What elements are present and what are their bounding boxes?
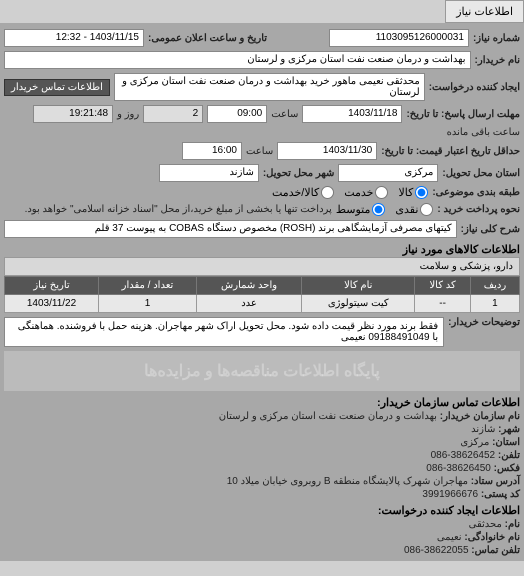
col-name: نام کالا (302, 277, 415, 295)
radio-medium[interactable] (372, 203, 385, 216)
prov-field: مرکزی (338, 164, 438, 182)
col-row: ردیف (470, 277, 519, 295)
table-row[interactable]: 1 -- کیت سیتولوژی عدد 1 1403/11/22 (5, 295, 520, 313)
name-label: نام: (505, 519, 520, 530)
col-code: کد کالا (415, 277, 471, 295)
payment-note: پرداخت تنها یا بخشی از مبلغ خرید،از محل … (25, 204, 332, 215)
desc-field: کیتهای مصرفی آزمایشگاهی برند (ROSH) مخصو… (4, 220, 457, 238)
post-value: 3991966676 (422, 489, 478, 500)
pub-date-label: تاریخ و ساعت اعلان عمومی: (148, 33, 267, 44)
remain-label: ساعت باقی مانده (447, 127, 520, 138)
buyer-label: نام خریدار: (475, 55, 520, 66)
contact-button[interactable]: اطلاعات تماس خریدار (4, 79, 110, 96)
radio-both[interactable] (321, 186, 334, 199)
watermark-area: پایگاه اطلاعات مناقصه‌ها و مزایده‌ها (4, 351, 520, 391)
radio-cash[interactable] (420, 203, 433, 216)
tel-label: تلفن: (498, 450, 520, 461)
remain-time-field: 19:21:48 (33, 105, 113, 123)
contact-prov-value: مرکزی (460, 437, 489, 448)
col-date: تاریخ نیاز (5, 277, 99, 295)
pub-date-field: 1403/11/15 - 12:32 (4, 29, 144, 47)
goods-category: دارو، پزشکی و سلامت (4, 257, 520, 276)
resp-date-field: 1403/11/18 (302, 105, 402, 123)
org-label: نام سازمان خریدار: (440, 411, 520, 422)
valid-deadline-label: حداقل تاریخ اعتبار قیمت: تا تاریخ: (381, 146, 520, 157)
time-label-2: ساعت (246, 146, 273, 157)
addr-label: آدرس ستاد: (471, 476, 520, 487)
radio-both-label: کالا/خدمت (272, 186, 319, 199)
col-unit: واحد شمارش (196, 277, 301, 295)
valid-time-field: 16:00 (182, 142, 242, 160)
desc-label: شرح کلی نیاز: (461, 224, 520, 235)
name-value: محدثقی (469, 519, 502, 530)
req-no-field: 1103095126000031 (329, 29, 469, 47)
contact-prov-label: استان: (492, 437, 520, 448)
cell-code: -- (415, 295, 471, 313)
tab-title: اطلاعات نیاز (445, 0, 524, 23)
cell-name: کیت سیتولوژی (302, 295, 415, 313)
fax-label: فکس: (494, 463, 520, 474)
tel-value: 38626452-086 (431, 450, 496, 461)
city-label: شهر محل تحویل: (263, 168, 335, 179)
cell-date: 1403/11/22 (5, 295, 99, 313)
radio-cash-label: نقدی (395, 203, 418, 216)
payment-label: نحوه پرداخت خرید : (437, 204, 520, 215)
addr-value: مهاجران شهرک پالایشگاه منطقه B روبروی خی… (227, 476, 468, 487)
radio-medium-label: متوسط (336, 203, 371, 216)
goods-table: ردیف کد کالا نام کالا واحد شمارش تعداد /… (4, 276, 520, 313)
org-value: بهداشت و درمان صنعت نفت استان مرکزی و لر… (219, 411, 437, 422)
valid-date-field: 1403/11/30 (277, 142, 377, 160)
prov-label: استان محل تحویل: (442, 168, 520, 179)
surname-label: نام خانوادگی: (464, 532, 520, 543)
buyer-note-text: فقط برند مورد نظر قیمت داده شود. محل تحو… (4, 317, 444, 347)
post-label: کد پستی: (481, 489, 520, 500)
goods-section-title: اطلاعات کالاهای مورد نیاز (4, 240, 520, 257)
radio-service[interactable] (375, 186, 388, 199)
phone-value: 38622055-086 (404, 545, 469, 556)
main-content: شماره نیاز: 1103095126000031 تاریخ و ساع… (0, 23, 524, 561)
contact-section-title: اطلاعات تماس سازمان خریدار: (4, 393, 520, 410)
radio-goods-label: کالا (398, 186, 413, 199)
payment-radio-group: نقدی متوسط (336, 203, 434, 216)
days-label: روز و (117, 109, 139, 120)
contact-city-value: شازند (471, 424, 495, 435)
creator-section-title: اطلاعات ایجاد کننده درخواست: (4, 501, 520, 518)
fax-value: 38626450-086 (426, 463, 491, 474)
resp-time-field: 09:00 (207, 105, 267, 123)
time-label-1: ساعت (271, 109, 298, 120)
days-count-field: 2 (143, 105, 203, 123)
buyer-note-label: توضیحات خریدار: (448, 317, 520, 328)
req-no-label: شماره نیاز: (473, 33, 520, 44)
resp-deadline-label: مهلت ارسال پاسخ: تا تاریخ: (406, 109, 520, 120)
buyer-field: بهداشت و درمان صنعت نفت استان مرکزی و لر… (4, 51, 471, 69)
cell-qty: 1 (99, 295, 197, 313)
radio-goods[interactable] (415, 186, 428, 199)
packaging-label: طبقه بندی موضوعی: (432, 187, 520, 198)
creator-label: ایجاد کننده درخواست: (429, 82, 520, 93)
contact-city-label: شهر: (498, 424, 520, 435)
phone-label: تلفن تماس: (471, 545, 520, 556)
cell-idx: 1 (470, 295, 519, 313)
city-field: شازند (159, 164, 259, 182)
packaging-radio-group: کالا خدمت کالا/خدمت (272, 186, 428, 199)
creator-field: محدثقی نعیمی ماهور خرید بهداشت و درمان ص… (114, 73, 425, 101)
radio-service-label: خدمت (344, 186, 373, 199)
watermark-text: پایگاه اطلاعات مناقصه‌ها و مزایده‌ها (144, 361, 380, 381)
col-qty: تعداد / مقدار (99, 277, 197, 295)
cell-unit: عدد (196, 295, 301, 313)
surname-value: نعیمی (437, 532, 462, 543)
